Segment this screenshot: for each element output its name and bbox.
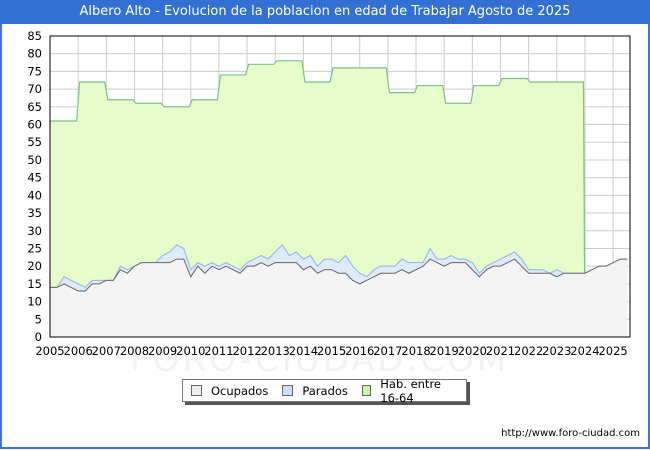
- legend-item-hab: Hab. entre 16-64: [361, 376, 460, 405]
- svg-text:2022: 2022: [514, 344, 543, 358]
- svg-text:65: 65: [27, 100, 42, 114]
- svg-text:80: 80: [27, 47, 42, 61]
- svg-text:35: 35: [27, 206, 42, 220]
- svg-text:55: 55: [27, 135, 42, 149]
- svg-text:2021: 2021: [486, 344, 515, 358]
- svg-text:2013: 2013: [261, 344, 290, 358]
- svg-text:2023: 2023: [542, 344, 571, 358]
- svg-text:2019: 2019: [430, 344, 459, 358]
- svg-text:45: 45: [27, 171, 42, 185]
- svg-text:2024: 2024: [570, 344, 599, 358]
- svg-text:85: 85: [27, 29, 42, 43]
- svg-text:2018: 2018: [401, 344, 430, 358]
- legend-label-parados: Parados: [302, 383, 348, 398]
- svg-text:5: 5: [35, 312, 42, 326]
- svg-text:15: 15: [27, 277, 42, 291]
- legend-label-ocupados: Ocupados: [211, 383, 269, 398]
- legend-swatch-hab: [361, 385, 372, 396]
- svg-text:40: 40: [27, 188, 42, 202]
- plot-border: [49, 35, 631, 338]
- svg-text:2010: 2010: [176, 344, 205, 358]
- svg-text:2005: 2005: [35, 344, 64, 358]
- svg-text:2006: 2006: [64, 344, 93, 358]
- svg-text:2016: 2016: [345, 344, 374, 358]
- svg-text:2012: 2012: [232, 344, 261, 358]
- svg-text:75: 75: [27, 64, 42, 78]
- svg-text:30: 30: [27, 224, 42, 238]
- data-areas: [50, 60, 628, 338]
- legend-item-ocupados: Ocupados: [191, 384, 268, 398]
- source-url: http://www.foro-ciudad.com: [501, 428, 640, 439]
- svg-text:2011: 2011: [204, 344, 233, 358]
- y-axis-ticks: 0 5 10 15 20 25 30 35 40 45 50 55 60 65 70 75 80 85: [27, 29, 42, 344]
- svg-text:2008: 2008: [120, 344, 149, 358]
- svg-text:70: 70: [27, 82, 42, 96]
- svg-text:2017: 2017: [373, 344, 402, 358]
- x-axis-ticks: 2005200620072008200920102011201220132014…: [35, 344, 627, 358]
- legend-swatch-ocupados: [191, 385, 202, 396]
- legend: Ocupados Parados Hab. entre 16-64: [182, 376, 467, 405]
- legend-swatch-parados: [282, 385, 294, 396]
- watermark: FORO-CIUDAD.COM: [130, 340, 510, 380]
- svg-text:2025: 2025: [598, 344, 627, 358]
- svg-text:2014: 2014: [289, 344, 318, 358]
- chart-title: Albero Alto - Evolucion de la poblacion …: [0, 0, 650, 24]
- svg-text:50: 50: [27, 153, 42, 167]
- svg-text:10: 10: [27, 295, 42, 309]
- svg-text:25: 25: [27, 241, 42, 255]
- svg-text:60: 60: [27, 118, 42, 132]
- svg-text:2007: 2007: [92, 344, 121, 358]
- svg-text:2020: 2020: [458, 344, 487, 358]
- svg-text:0: 0: [35, 330, 42, 344]
- legend-item-parados: Parados: [282, 384, 348, 398]
- svg-text:2015: 2015: [317, 344, 346, 358]
- svg-text:2009: 2009: [148, 344, 177, 358]
- legend-label-hab: Hab. entre 16-64: [380, 376, 441, 405]
- svg-text:20: 20: [27, 259, 42, 273]
